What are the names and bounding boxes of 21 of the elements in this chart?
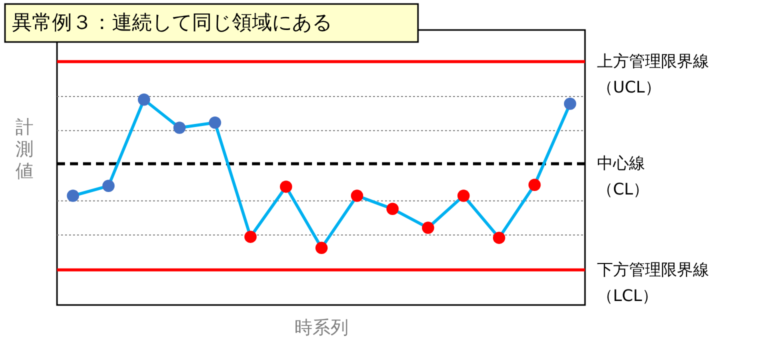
point (173, 122, 186, 134)
point (386, 202, 399, 215)
point (422, 222, 434, 234)
point (350, 190, 364, 202)
point (457, 190, 470, 202)
point (208, 116, 222, 129)
point (244, 230, 257, 243)
point (492, 232, 506, 244)
y-axis-title: 計測値 (16, 117, 34, 182)
ref-line-label: 中心線（CL） (597, 154, 650, 199)
point (528, 178, 541, 191)
point (66, 190, 80, 202)
point (138, 94, 150, 106)
point (102, 180, 115, 192)
chart-title: 異常例３：連続して同じ領域にある (12, 10, 332, 34)
ref-line-label: 上方管理限界線（UCL） (597, 52, 709, 97)
point (280, 180, 292, 193)
point (564, 98, 576, 110)
x-axis-title: 時系列 (294, 318, 348, 338)
point (315, 242, 328, 254)
ref-line-label: 下方管理限界線（LCL） (597, 260, 709, 305)
